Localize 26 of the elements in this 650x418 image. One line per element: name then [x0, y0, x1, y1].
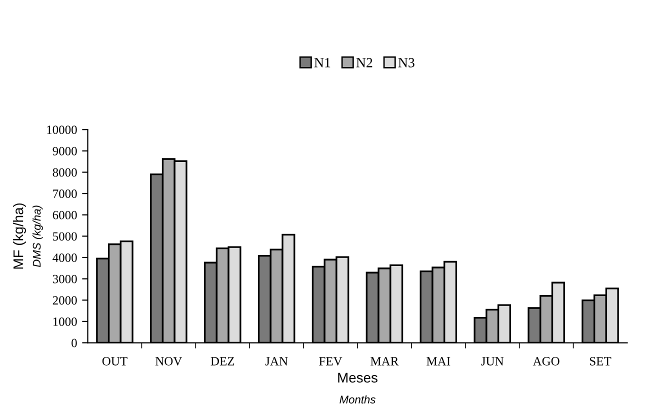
x-tick-label: MAI	[426, 357, 450, 366]
x-axis-title: Meses Months	[338, 372, 378, 404]
y-tick-label: 7000	[53, 190, 77, 198]
y-tick-label: 4000	[52, 254, 77, 262]
x-tick-label: SET	[590, 357, 612, 366]
x-tick-label: AGO	[532, 357, 560, 366]
y-tick-label: 9000	[52, 146, 77, 156]
x-tick-label: JAN	[265, 357, 288, 366]
legend-label: N1	[314, 58, 330, 68]
y-tick-label: 6000	[52, 210, 77, 220]
legend-label: N3	[398, 58, 414, 68]
y-tick-label: 10000	[47, 126, 77, 134]
x-tick-label: FEV	[319, 357, 342, 366]
x-tick-label: JUN	[481, 357, 504, 366]
y-tick-label: 2000	[52, 296, 77, 305]
x-tick-label: OUT	[102, 357, 128, 366]
y-tick-label: 8000	[52, 168, 77, 177]
y-axis-title: MF (kg/ha) DMS (kg/ha)	[13, 203, 43, 269]
y-tick-label: 3000	[52, 274, 77, 284]
y-tick-label: 1000	[53, 317, 77, 326]
x-tick-label: NOV	[155, 357, 182, 366]
x-tick-label: MAR	[370, 357, 399, 366]
x-tick-label: DEZ	[210, 357, 234, 366]
legend-label: N2	[356, 58, 372, 68]
y-tick-label: 0	[72, 338, 77, 348]
y-tick-label: 5000	[53, 232, 77, 241]
